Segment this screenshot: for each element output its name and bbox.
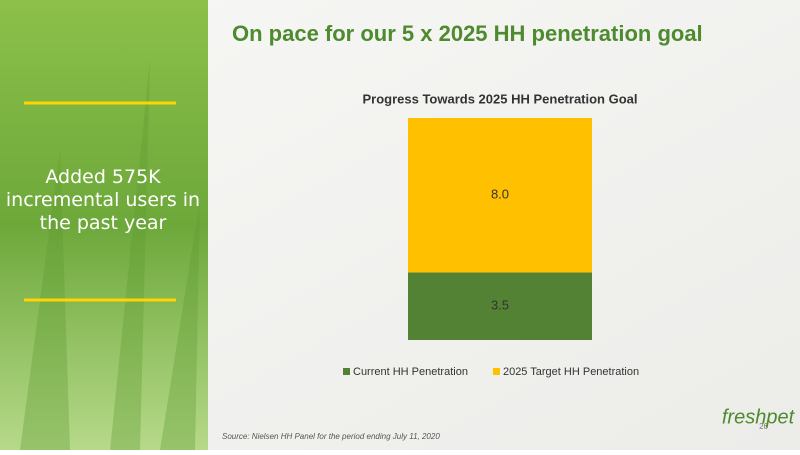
side-panel <box>0 0 208 450</box>
chart: 3.5 8.0 Current HH Penetration 2025 Target … <box>343 118 639 378</box>
legend-label: 2025 Target HH Penetration <box>503 366 639 378</box>
legend-swatch <box>343 368 350 375</box>
bar-segment <box>408 272 592 340</box>
highlight-text: Added 575K incremental users in the past… <box>5 166 201 234</box>
legend-label: Current HH Penetration <box>353 366 468 378</box>
data-label: 8.0 <box>491 187 509 202</box>
logo: freshpet <box>722 406 796 428</box>
chart-title: Progress Towards 2025 HH Penetration Goa… <box>362 91 637 106</box>
grass-blades <box>20 60 200 450</box>
legend-swatch <box>492 368 500 375</box>
slide-title: On pace for our 5 x 2025 HH penetration … <box>232 21 703 46</box>
data-label: 3.5 <box>491 298 509 313</box>
source: Source: Nielsen HH Panel for the period … <box>222 432 440 441</box>
page-number: 26 <box>759 422 768 431</box>
bar-segment <box>408 118 592 273</box>
highlight-box: Added 575K incremental users in the past… <box>5 166 201 234</box>
